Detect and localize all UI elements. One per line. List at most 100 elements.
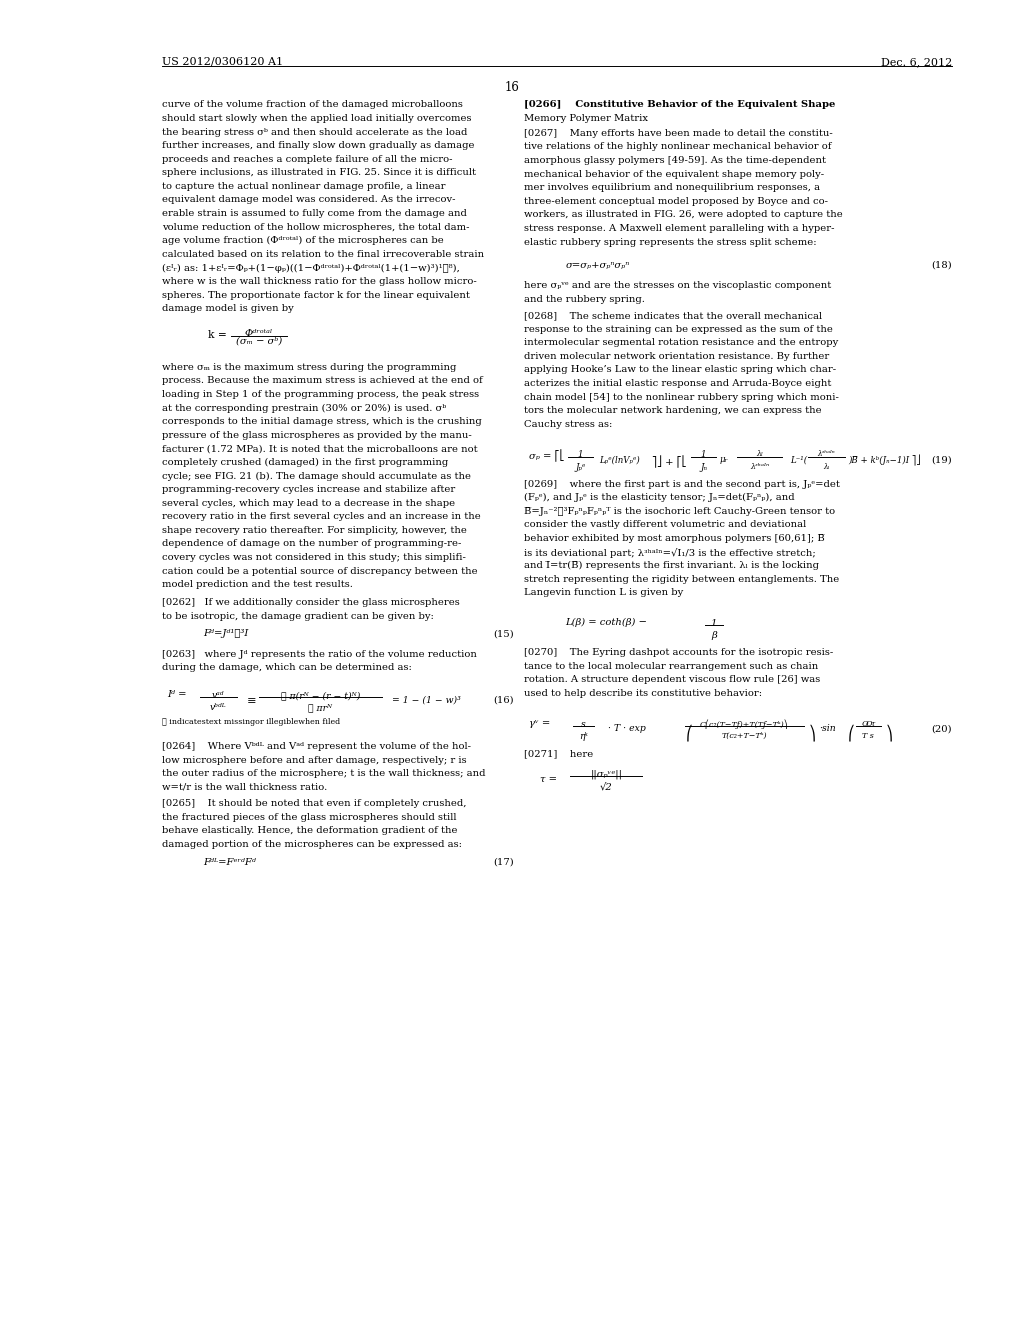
- Text: (18): (18): [932, 261, 952, 269]
- Text: shape recovery ratio thereafter. For simplicity, however, the: shape recovery ratio thereafter. For sim…: [162, 525, 467, 535]
- Text: stretch representing the rigidity between entanglements. The: stretch representing the rigidity betwee…: [524, 574, 840, 583]
- Text: loading in Step ​1 of the programming process, the peak stress: loading in Step ​1 of the programming pr…: [162, 389, 479, 399]
- Text: proceeds and reaches a complete failure of all the micro-: proceeds and reaches a complete failure …: [162, 154, 453, 164]
- Text: covery cycles was not considered in this study; this simplifi-: covery cycles was not considered in this…: [162, 553, 466, 562]
- Text: during the damage, which can be determined as:: during the damage, which can be determin…: [162, 663, 412, 672]
- Text: three-element conceptual model proposed by Boyce and co-: three-element conceptual model proposed …: [524, 197, 828, 206]
- Text: tance to the local molecular rearrangement such as chain: tance to the local molecular rearrangeme…: [524, 661, 818, 671]
- Text: ⎛: ⎛: [686, 725, 693, 741]
- Text: T s: T s: [862, 731, 874, 739]
- Text: (εᴵᵣ) as: 1+εᴵᵣ=Φₚ+(1−φₚ)((1−Φᵈʳᵒᵗᵃˡ)+Φᵈʳᵒᵗᵃˡ(1+(1−w)³)¹ᐟ⁸),: (εᴵᵣ) as: 1+εᴵᵣ=Φₚ+(1−φₚ)((1−Φᵈʳᵒᵗᵃˡ)+Φᵈ…: [162, 264, 460, 273]
- Text: √2: √2: [600, 783, 612, 791]
- Text: recovery ratio in the first several cycles and an increase in the: recovery ratio in the first several cycl…: [162, 512, 480, 521]
- Text: Cauchy stress as:: Cauchy stress as:: [524, 420, 612, 429]
- Text: used to help describe its constitutive behavior:: used to help describe its constitutive b…: [524, 689, 763, 698]
- Text: w=t/r is the wall thickness ratio.: w=t/r is the wall thickness ratio.: [162, 783, 327, 792]
- Text: at the corresponding prestrain (30% or 20%) is used. σᵇ: at the corresponding prestrain (30% or 2…: [162, 404, 446, 413]
- Text: vᵃᵈ: vᵃᵈ: [212, 692, 224, 700]
- Text: Q τ: Q τ: [861, 719, 876, 727]
- Text: λₗ: λₗ: [823, 462, 829, 471]
- Text: stress response. A Maxwell element paralleling with a hyper-: stress response. A Maxwell element paral…: [524, 224, 835, 234]
- Text: (16): (16): [494, 696, 514, 705]
- Text: the outer radius of the microsphere; t is the wall thickness; and: the outer radius of the microsphere; t i…: [162, 770, 485, 779]
- Text: = 1 − (1 − w)³: = 1 − (1 − w)³: [392, 696, 461, 705]
- Text: γᵛ =: γᵛ =: [529, 719, 551, 727]
- Text: workers, as illustrated in FIG. ​26, were adopted to capture the: workers, as illustrated in FIG. ​26, wer…: [524, 210, 843, 219]
- Text: L(β) = coth(β) −: L(β) = coth(β) −: [565, 618, 647, 627]
- Text: cation could be a potential source of discrepancy between the: cation could be a potential source of di…: [162, 566, 477, 576]
- Text: erable strain is assumed to fully come from the damage and: erable strain is assumed to fully come f…: [162, 209, 467, 218]
- Text: corresponds to the initial damage stress, which is the crushing: corresponds to the initial damage stress…: [162, 417, 481, 426]
- Text: · T · exp: · T · exp: [608, 725, 646, 734]
- Text: Ⓒ indicates​text missing​or illegible​when filed: Ⓒ indicates​text missing​or illegible​wh…: [162, 718, 340, 726]
- Text: equivalent damage model was considered. As the irrecov-: equivalent damage model was considered. …: [162, 195, 456, 205]
- Text: should start slowly when the applied load initially overcomes: should start slowly when the applied loa…: [162, 114, 471, 123]
- Text: dependence of damage on the number of programming-re-: dependence of damage on the number of pr…: [162, 540, 461, 549]
- Text: Langevin function L is given by: Langevin function L is given by: [524, 589, 684, 598]
- Text: L⁻¹(: L⁻¹(: [791, 455, 808, 465]
- Text: (20): (20): [932, 725, 952, 734]
- Text: ·sin: ·sin: [819, 725, 836, 734]
- Text: Jₚᵉ: Jₚᵉ: [575, 462, 586, 471]
- Text: Memory Polymer Matrix: Memory Polymer Matrix: [524, 114, 648, 123]
- Text: spheres. The proportionate factor k for the linear equivalent: spheres. The proportionate factor k for …: [162, 290, 470, 300]
- Text: pressure of the glass microspheres as provided by the manu-: pressure of the glass microspheres as pr…: [162, 430, 471, 440]
- Text: mer involves equilibrium and nonequilibrium responses, a: mer involves equilibrium and nonequilibr…: [524, 183, 820, 193]
- Text: 1: 1: [578, 450, 584, 459]
- Text: B̅=Jₙ⁻²ᐟ³FₚⁿₚFₚⁿₚᵀ is the isochoric left Cauchy-Green tensor to: B̅=Jₙ⁻²ᐟ³FₚⁿₚFₚⁿₚᵀ is the isochoric left…: [524, 507, 836, 516]
- Text: behavior exhibited by most amorphous polymers [60,61]; B̅: behavior exhibited by most amorphous pol…: [524, 535, 825, 543]
- Text: Ⓒ πrᴺ: Ⓒ πrᴺ: [308, 704, 333, 713]
- Text: elastic rubbery spring represents the stress split scheme:: elastic rubbery spring represents the st…: [524, 238, 817, 247]
- Text: damage model is given by: damage model is given by: [162, 304, 294, 313]
- Text: curve of the volume fraction of the damaged microballoons: curve of the volume fraction of the dama…: [162, 100, 463, 110]
- Text: Dec. 6, 2012: Dec. 6, 2012: [881, 57, 952, 67]
- Text: acterizes the initial elastic response and Arruda-Boyce eight: acterizes the initial elastic response a…: [524, 379, 831, 388]
- Text: T(c₂+T−Tᵏ): T(c₂+T−Tᵏ): [722, 731, 767, 739]
- Text: ||σₚᵛᵉ||: ||σₚᵛᵉ||: [590, 770, 623, 779]
- Text: here σₚᵛᵉ and are the stresses on the viscoplastic component: here σₚᵛᵉ and are the stresses on the vi…: [524, 281, 831, 290]
- Text: [0266]    Constitutive Behavior of the Equivalent Shape: [0266] Constitutive Behavior of the Equi…: [524, 100, 836, 110]
- Text: s: s: [582, 719, 586, 729]
- Text: ≡: ≡: [247, 696, 256, 706]
- Text: β: β: [711, 631, 717, 640]
- Text: 1: 1: [700, 450, 707, 459]
- Text: volume reduction of the hollow microspheres, the total dam-: volume reduction of the hollow microsphe…: [162, 223, 469, 232]
- Text: τ =: τ =: [540, 775, 557, 784]
- Text: 1: 1: [711, 619, 717, 628]
- Text: [0269]    where the first part is and the second part is, Jₚᵉ=det: [0269] where the first part is and the s…: [524, 479, 840, 488]
- Text: Fᵈᴸ=FᵉʳᵈFᵈ: Fᵈᴸ=FᵉʳᵈFᵈ: [203, 858, 256, 867]
- Text: and the rubbery spring.: and the rubbery spring.: [524, 294, 645, 304]
- Text: is its deviational part; λᵌʰᵃᴵⁿ=√I₁/3 is the effective stretch;: is its deviational part; λᵌʰᵃᴵⁿ=√I₁/3 is…: [524, 548, 816, 557]
- Text: (σₘ − σᵇ): (σₘ − σᵇ): [236, 337, 283, 346]
- Text: US 2012/0306120 A1: US 2012/0306120 A1: [162, 57, 283, 67]
- Text: σ=σₚ+σₚⁿσₚⁿ: σ=σₚ+σₚⁿσₚⁿ: [565, 261, 630, 269]
- Text: facturer (1.72 MPa). It is noted that the microballoons are not: facturer (1.72 MPa). It is noted that th…: [162, 445, 477, 453]
- Text: C⎛c₂(T−Tƒ)+T(Tƒ−Tᵏ)⎞: C⎛c₂(T−Tƒ)+T(Tƒ−Tᵏ)⎞: [700, 719, 788, 729]
- Text: ⎞: ⎞: [809, 725, 816, 741]
- Text: Lₚᵉ(lnVₚᵉ): Lₚᵉ(lnVₚᵉ): [599, 455, 640, 465]
- Text: 16: 16: [505, 81, 519, 94]
- Text: further increases, and finally slow down gradually as damage: further increases, and finally slow down…: [162, 141, 474, 150]
- Text: the bearing stress σᵇ and then should accelerate as the load: the bearing stress σᵇ and then should ac…: [162, 128, 467, 136]
- Text: calculated based on its relation to the final irrecoverable strain: calculated based on its relation to the …: [162, 249, 484, 259]
- Text: tors the molecular network hardening, we can express the: tors the molecular network hardening, we…: [524, 407, 822, 416]
- Text: intermolecular segmental rotation resistance and the entropy: intermolecular segmental rotation resist…: [524, 338, 839, 347]
- Text: the fractured pieces of the glass microspheres should still: the fractured pieces of the glass micros…: [162, 813, 457, 822]
- Text: vᵇᵈᴸ: vᵇᵈᴸ: [210, 704, 226, 713]
- Text: rotation. A structure dependent viscous flow rule [26] was: rotation. A structure dependent viscous …: [524, 676, 820, 685]
- Text: Iᵈ =: Iᵈ =: [167, 690, 186, 700]
- Text: (19): (19): [932, 455, 952, 465]
- Text: Ⓒ π(rᴺ − (r − t)ᴺ): Ⓒ π(rᴺ − (r − t)ᴺ): [281, 692, 360, 700]
- Text: damaged portion of the microspheres can be expressed as:: damaged portion of the microspheres can …: [162, 840, 462, 849]
- Text: completely crushed (damaged) in the first programming: completely crushed (damaged) in the firs…: [162, 458, 449, 467]
- Text: [0262]   If we additionally consider the glass microspheres: [0262] If we additionally consider the g…: [162, 598, 460, 607]
- Text: process. Because the maximum stress is achieved at the end of: process. Because the maximum stress is a…: [162, 376, 482, 385]
- Text: [0268]    The scheme indicates that the overall mechanical: [0268] The scheme indicates that the ove…: [524, 312, 822, 319]
- Text: consider the vastly different volumetric and deviational: consider the vastly different volumetric…: [524, 520, 807, 529]
- Text: Jₙ: Jₙ: [700, 462, 707, 471]
- Text: low microsphere before and after damage, respectively; r is: low microsphere before and after damage,…: [162, 755, 466, 764]
- Text: ηᵏ: ηᵏ: [580, 731, 588, 741]
- Text: where σₘ is the maximum stress during the programming: where σₘ is the maximum stress during th…: [162, 363, 456, 372]
- Text: ⎛: ⎛: [848, 725, 855, 741]
- Text: λᵌʰᵃᴵⁿ: λᵌʰᵃᴵⁿ: [751, 462, 769, 471]
